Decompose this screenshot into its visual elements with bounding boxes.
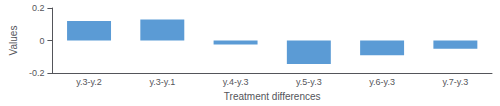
svg-text:0.2: 0.2: [32, 3, 45, 13]
svg-text:-0.2: -0.2: [29, 68, 45, 78]
svg-text:y.5-y.3: y.5-y.3: [296, 77, 322, 87]
svg-text:y.3-y.1: y.3-y.1: [149, 77, 175, 87]
svg-text:y.7-y.3: y.7-y.3: [443, 77, 469, 87]
svg-text:y.6-y.3: y.6-y.3: [369, 77, 395, 87]
svg-text:Treatment differences: Treatment differences: [224, 91, 321, 102]
svg-text:Values: Values: [8, 26, 19, 56]
svg-text:y.3-y.2: y.3-y.2: [76, 77, 102, 87]
svg-text:y.4-y.3: y.4-y.3: [223, 77, 249, 87]
svg-text:0: 0: [39, 36, 44, 46]
